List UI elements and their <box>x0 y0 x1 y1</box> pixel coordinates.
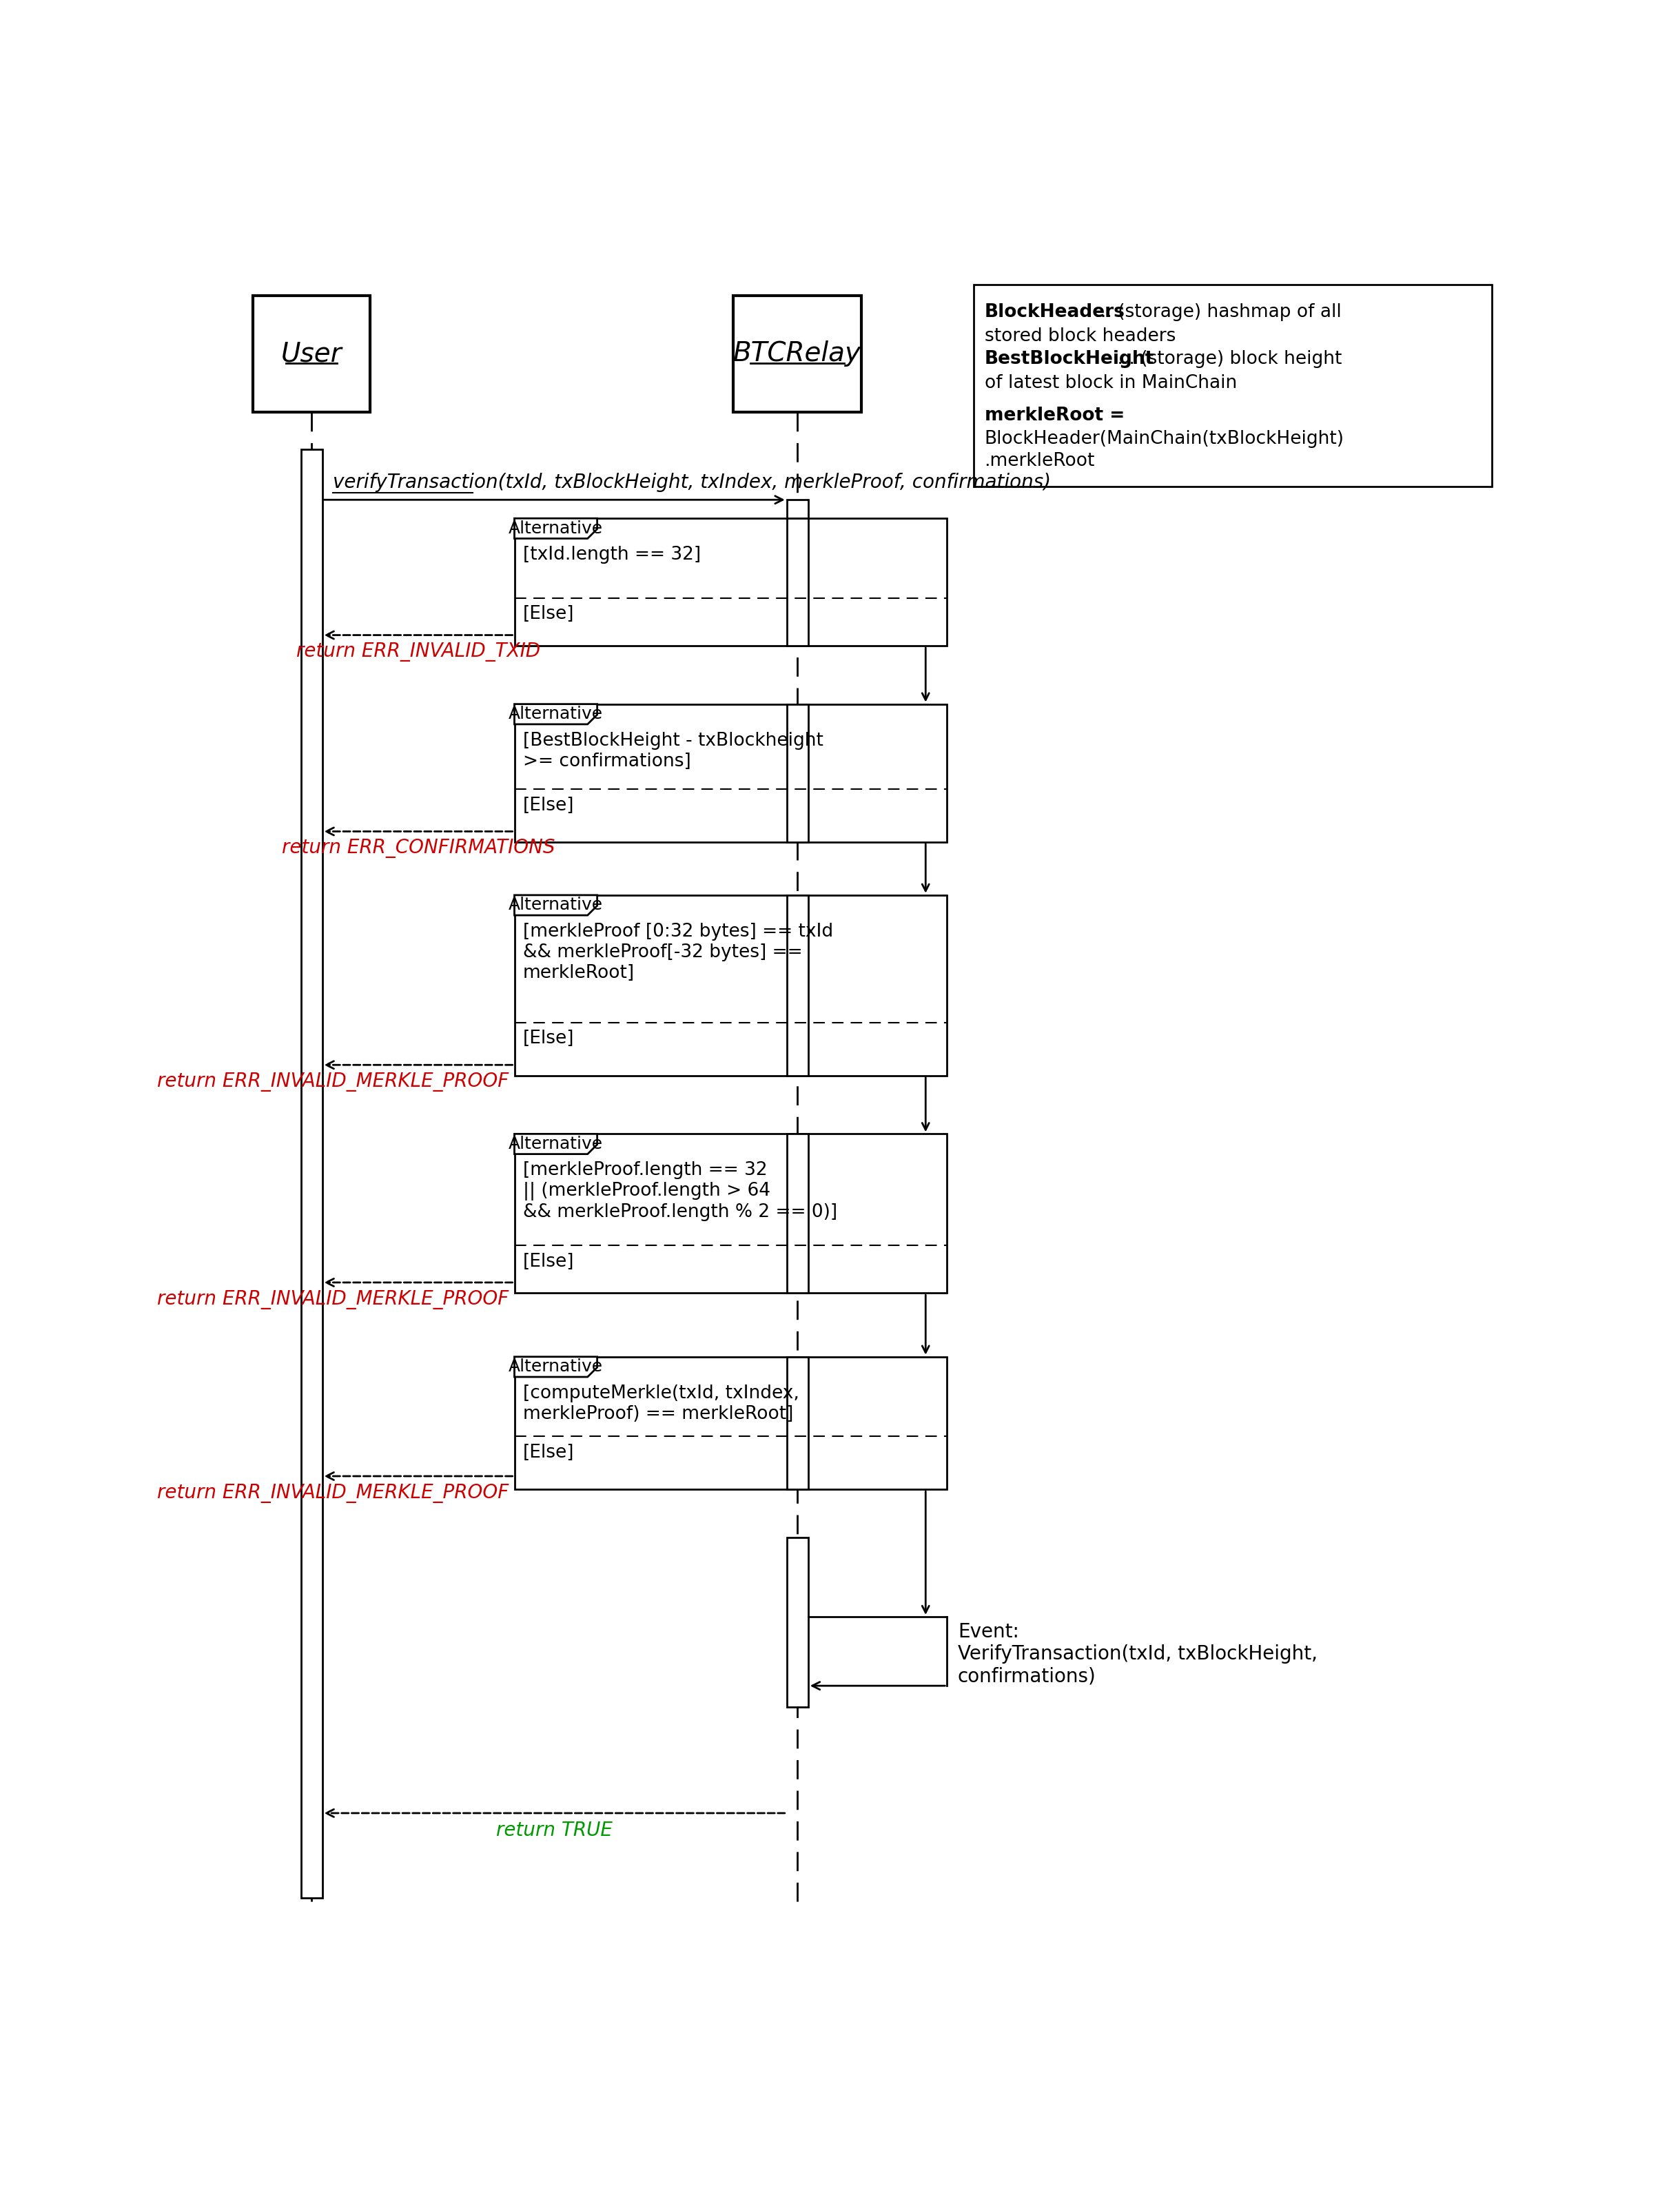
Polygon shape <box>514 1358 596 1378</box>
Text: stored block headers: stored block headers <box>984 327 1176 345</box>
Text: Event:
VerifyTransaction(txId, txBlockHeight,
confirmations): Event: VerifyTransaction(txId, txBlockHe… <box>958 1621 1317 1685</box>
Text: [Else]: [Else] <box>522 1443 575 1461</box>
Bar <box>974 286 1492 486</box>
Text: ... (storage) hashmap of all: ... (storage) hashmap of all <box>1089 303 1341 321</box>
Text: [computeMerkle(txId, txIndex,
merkleProof) == merkleRoot]: [computeMerkle(txId, txIndex, merkleProo… <box>522 1384 800 1424</box>
Text: [BestBlockHeight - txBlockheight
>= confirmations]: [BestBlockHeight - txBlockheight >= conf… <box>522 732 823 771</box>
Bar <box>786 518 808 646</box>
Text: Alternative: Alternative <box>509 896 603 914</box>
Bar <box>514 1134 948 1294</box>
Text: return ERR_INVALID_MERKLE_PROOF: return ERR_INVALID_MERKLE_PROOF <box>158 1072 509 1092</box>
Text: [txId.length == 32]: [txId.length == 32] <box>522 545 701 565</box>
Bar <box>252 294 370 413</box>
Text: return ERR_INVALID_MERKLE_PROOF: return ERR_INVALID_MERKLE_PROOF <box>158 1483 509 1503</box>
Bar <box>786 1358 808 1490</box>
Text: return ERR_INVALID_TXID: return ERR_INVALID_TXID <box>296 642 541 661</box>
Bar <box>514 518 948 646</box>
Bar <box>786 1538 808 1707</box>
Text: BestBlockHeight: BestBlockHeight <box>984 349 1154 369</box>
Text: [Else]: [Else] <box>522 1030 575 1048</box>
Bar <box>514 894 948 1077</box>
Text: of latest block in MainChain: of latest block in MainChain <box>984 373 1236 391</box>
Polygon shape <box>514 518 596 538</box>
Text: .merkleRoot: .merkleRoot <box>984 453 1095 470</box>
Text: return TRUE: return TRUE <box>496 1821 613 1839</box>
Bar <box>301 450 323 1898</box>
Text: verifyTransaction(txId, txBlockHeight, txIndex, merkleProof, confirmations): verifyTransaction(txId, txBlockHeight, t… <box>333 472 1052 492</box>
Text: ... (storage) block height: ... (storage) block height <box>1112 349 1342 369</box>
Text: [merkleProof [0:32 bytes] == txId
&& merkleProof[-32 bytes] ==
merkleRoot]: [merkleProof [0:32 bytes] == txId && mer… <box>522 923 833 982</box>
Bar <box>514 703 948 841</box>
Text: return ERR_INVALID_MERKLE_PROOF: return ERR_INVALID_MERKLE_PROOF <box>158 1290 509 1309</box>
Polygon shape <box>514 703 596 725</box>
Text: return ERR_CONFIRMATIONS: return ERR_CONFIRMATIONS <box>282 839 554 859</box>
Text: [Else]: [Else] <box>522 606 575 624</box>
Text: Alternative: Alternative <box>509 1136 603 1151</box>
Text: BlockHeader(MainChain(txBlockHeight): BlockHeader(MainChain(txBlockHeight) <box>984 431 1344 448</box>
Text: Alternative: Alternative <box>509 705 603 723</box>
Bar <box>734 294 862 413</box>
Text: [Else]: [Else] <box>522 795 575 815</box>
Text: [Else]: [Else] <box>522 1252 575 1270</box>
Text: merkleRoot =: merkleRoot = <box>984 406 1124 424</box>
Bar <box>786 703 808 841</box>
Bar <box>786 499 808 518</box>
Polygon shape <box>514 1134 596 1153</box>
Bar <box>786 894 808 1077</box>
Text: [merkleProof.length == 32
|| (merkleProof.length > 64
&& merkleProof.length % 2 : [merkleProof.length == 32 || (merkleProo… <box>522 1162 837 1222</box>
Text: BTCRelay: BTCRelay <box>734 341 862 367</box>
Text: Alternative: Alternative <box>509 1358 603 1375</box>
Bar <box>514 1358 948 1490</box>
Text: BlockHeaders: BlockHeaders <box>984 303 1126 321</box>
Text: User: User <box>281 341 343 367</box>
Polygon shape <box>514 894 596 916</box>
Bar <box>786 1134 808 1294</box>
Text: Alternative: Alternative <box>509 521 603 536</box>
